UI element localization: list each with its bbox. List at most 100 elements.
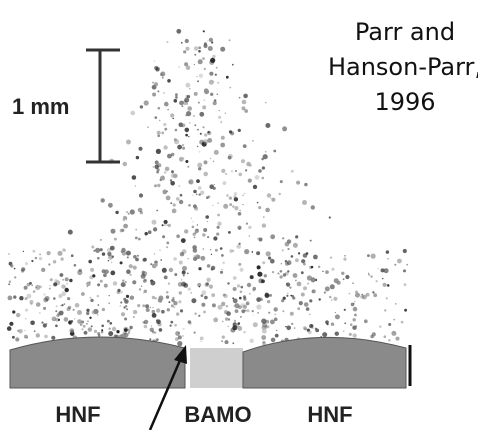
speckle-dot — [202, 248, 205, 250]
speckle-dot — [211, 303, 216, 308]
speckle-dot — [95, 247, 101, 253]
speckle-dot — [147, 126, 149, 128]
speckle-dot — [134, 236, 138, 240]
speckle-dot — [170, 202, 173, 205]
speckle-dot — [218, 115, 222, 119]
speckle-dot — [190, 217, 192, 219]
speckle-dot — [150, 280, 156, 286]
speckle-dot — [32, 290, 36, 293]
speckle-dot — [228, 39, 231, 42]
speckle-dot — [149, 327, 154, 332]
speckle-dot — [352, 318, 356, 322]
speckle-dot — [326, 323, 329, 326]
speckle-dot — [86, 285, 88, 288]
speckle-dot — [232, 250, 235, 252]
speckle-dot — [318, 265, 321, 268]
speckle-dot — [122, 279, 125, 282]
speckle-dot — [225, 305, 229, 308]
speckle-dot — [131, 175, 137, 180]
speckle-dot — [257, 271, 263, 277]
speckle-dot — [25, 318, 27, 320]
speckle-dot — [265, 327, 268, 330]
speckle-dot — [257, 312, 259, 314]
speckle-dot — [154, 160, 159, 165]
speckle-dot — [63, 248, 66, 252]
speckle-dot — [111, 255, 115, 258]
speckle-dot — [193, 331, 196, 334]
speckle-dot — [293, 327, 296, 329]
speckle-dot — [220, 142, 226, 148]
speckle-dot — [103, 283, 108, 288]
speckle-dot — [53, 282, 58, 287]
speckle-dot — [285, 325, 287, 328]
speckle-dot — [138, 193, 144, 198]
speckle-dot — [334, 331, 339, 336]
speckle-dot — [15, 337, 20, 342]
speckle-dot — [43, 293, 46, 296]
speckle-dot — [184, 51, 187, 54]
speckle-dot — [313, 254, 318, 260]
speckle-dot — [111, 326, 117, 332]
speckle-dot — [213, 149, 219, 155]
speckle-dot — [39, 253, 42, 256]
speckle-dot — [161, 131, 165, 135]
speckle-dot — [298, 252, 301, 255]
speckle-dot — [310, 276, 313, 278]
speckle-dot — [219, 247, 223, 250]
speckle-dot — [258, 206, 262, 210]
speckle-dot — [214, 73, 217, 76]
speckle-dot — [303, 326, 307, 330]
speckle-dot — [186, 103, 189, 105]
speckle-dot — [170, 113, 175, 118]
speckle-dot — [300, 271, 304, 275]
speckle-dot — [344, 322, 347, 325]
speckle-dot — [113, 237, 117, 241]
citation-line: Hanson-Parr, — [328, 53, 478, 81]
speckle-dot — [220, 135, 225, 140]
speckle-dot — [161, 267, 167, 273]
speckle-dot — [197, 145, 199, 148]
speckle-dot — [166, 40, 169, 44]
speckle-dot — [82, 324, 86, 328]
speckle-dot — [262, 322, 267, 328]
speckle-dot — [206, 277, 211, 282]
speckle-dot — [343, 257, 347, 261]
flame-speckle — [6, 28, 409, 347]
speckle-dot — [377, 268, 379, 270]
speckle-dot — [137, 304, 141, 308]
speckle-dot — [352, 282, 354, 284]
speckle-dot — [91, 245, 95, 249]
speckle-dot — [168, 267, 174, 273]
speckle-dot — [197, 162, 203, 168]
speckle-dot — [96, 294, 100, 298]
speckle-dot — [41, 321, 44, 324]
speckle-dot — [145, 304, 150, 309]
speckle-dot — [185, 65, 191, 70]
speckle-dot — [178, 291, 182, 295]
speckle-dot — [203, 42, 207, 46]
speckle-dot — [270, 197, 272, 199]
speckle-dot — [361, 293, 363, 296]
speckle-dot — [193, 236, 196, 239]
speckle-dot — [262, 341, 266, 346]
speckle-dot — [222, 320, 224, 323]
speckle-dot — [178, 260, 183, 265]
speckle-dot — [196, 224, 199, 226]
speckle-dot — [200, 255, 206, 261]
speckle-dot — [73, 318, 76, 320]
speckle-dot — [243, 93, 248, 99]
speckle-dot — [232, 205, 235, 208]
speckle-dot — [182, 146, 186, 150]
speckle-dot — [387, 257, 389, 260]
speckle-dot — [247, 178, 252, 183]
speckle-dot — [126, 332, 129, 336]
speckle-dot — [128, 264, 133, 269]
speckle-dot — [274, 313, 277, 316]
speckle-dot — [143, 289, 147, 293]
speckle-dot — [265, 207, 270, 213]
speckle-dot — [166, 224, 169, 227]
speckle-dot — [239, 267, 244, 272]
speckle-dot — [226, 194, 229, 197]
speckle-dot — [119, 290, 123, 294]
speckle-dot — [373, 336, 375, 338]
